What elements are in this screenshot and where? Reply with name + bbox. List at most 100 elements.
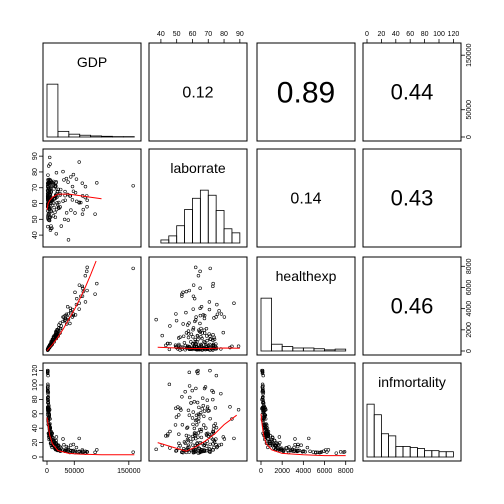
scatter-point <box>46 382 50 387</box>
x-tick-label: 90 <box>236 31 244 38</box>
scatter-point <box>185 437 190 442</box>
scatter-point <box>303 450 307 454</box>
scatter-point <box>334 451 338 455</box>
scatter-point <box>266 433 271 438</box>
x-tick-label: 50000 <box>65 468 85 475</box>
scatter-point <box>194 450 198 454</box>
histogram-bar <box>388 435 397 458</box>
scatter-point <box>83 300 88 304</box>
panel-healthexp-GDP <box>42 256 142 356</box>
histogram-bar <box>215 210 225 244</box>
scatter-point <box>294 448 299 453</box>
histogram-bar <box>395 446 404 458</box>
scatter-point <box>52 205 56 210</box>
x-tick-label: 60 <box>189 31 197 38</box>
histogram-bar <box>101 135 113 138</box>
scatter-point <box>195 400 200 405</box>
x-tick-label: 6000 <box>317 468 333 475</box>
scatter-point <box>70 198 75 202</box>
histogram-bar <box>380 433 389 458</box>
scatter-point <box>188 395 192 400</box>
panel-frame <box>256 256 356 356</box>
scatter-point <box>164 434 168 438</box>
x-tick-label: 120 <box>448 31 460 38</box>
y-tick-label: 100 <box>32 379 39 391</box>
scatter-point <box>211 437 215 442</box>
scatter-point <box>53 215 58 219</box>
scatter-point <box>194 315 198 319</box>
y-tick-label: 0 <box>466 349 473 353</box>
y-tick-label: 4000 <box>466 301 473 317</box>
scatter-point <box>194 431 198 436</box>
variable-label: healthexp <box>276 268 337 284</box>
scatter-point <box>66 180 70 184</box>
scatter-point <box>54 441 59 446</box>
scatter-point <box>80 181 85 185</box>
scatter-point <box>293 437 297 441</box>
scatter-point <box>302 449 306 453</box>
y-tick-label: 2000 <box>466 322 473 338</box>
scatter-point <box>81 207 85 212</box>
scatter-point <box>217 309 221 313</box>
scatter-point <box>190 416 195 420</box>
scatter-point <box>317 450 322 455</box>
scatter-point <box>296 442 300 447</box>
scatter-point <box>64 176 69 181</box>
scatter-point <box>196 337 200 342</box>
panel-frame <box>362 42 462 142</box>
scatter-point <box>73 290 77 295</box>
scatter-point <box>180 395 184 399</box>
scatter-point <box>85 288 89 293</box>
scatter-point <box>272 438 277 443</box>
scatter-point <box>53 210 57 215</box>
scatter-point <box>85 204 89 209</box>
histogram-bar <box>281 346 294 352</box>
scatter-point <box>197 416 201 421</box>
scatter-point <box>180 294 184 298</box>
scatter-point <box>47 211 52 216</box>
scatter-point <box>214 425 219 430</box>
scatter-point <box>208 346 212 350</box>
y-tick-label: 40 <box>32 231 39 239</box>
y-tick-label: 20 <box>32 439 39 447</box>
scatter-point <box>293 442 297 447</box>
scatter-point <box>177 413 181 417</box>
scatter-point <box>202 331 207 335</box>
scatter-point <box>222 315 227 319</box>
scatter-point <box>285 446 289 450</box>
scatter-point <box>61 169 65 174</box>
scatter-point <box>221 330 225 335</box>
histogram-bar <box>313 348 325 352</box>
scatter-point <box>62 178 66 182</box>
scatter-point <box>191 443 195 447</box>
scatter-point <box>182 440 187 444</box>
scatter-point <box>202 339 206 344</box>
scatter-point <box>202 423 206 427</box>
scatter-point <box>46 384 50 388</box>
variable-label: infmortality <box>378 374 446 390</box>
scatter-point <box>214 373 219 378</box>
y-tick-label: 120 <box>32 365 39 377</box>
panel-healthexp-infmortality: 0.46 <box>362 256 462 356</box>
scatter-point <box>261 405 266 409</box>
scatter-point <box>47 155 52 160</box>
scatter-point <box>193 418 198 423</box>
smoother-line <box>157 346 240 349</box>
scatter-point <box>168 429 172 434</box>
scatter-point <box>50 435 55 439</box>
y-tick-label: 6000 <box>466 280 473 296</box>
y-tick-label: 50 <box>32 215 39 223</box>
scatter-point <box>49 443 54 448</box>
scatter-point <box>73 211 77 215</box>
scatter-point <box>211 390 216 394</box>
smoother-line <box>46 417 135 456</box>
scatter-point <box>173 423 178 427</box>
scatter-point <box>211 429 216 434</box>
y-tick-label: 40 <box>32 424 39 432</box>
scatter-point <box>215 302 219 307</box>
x-tick-label: 0 <box>365 31 369 38</box>
panel-frame <box>42 362 142 462</box>
scatter-point <box>49 209 53 214</box>
scatter-point <box>85 265 89 270</box>
scatter-point <box>260 397 264 402</box>
